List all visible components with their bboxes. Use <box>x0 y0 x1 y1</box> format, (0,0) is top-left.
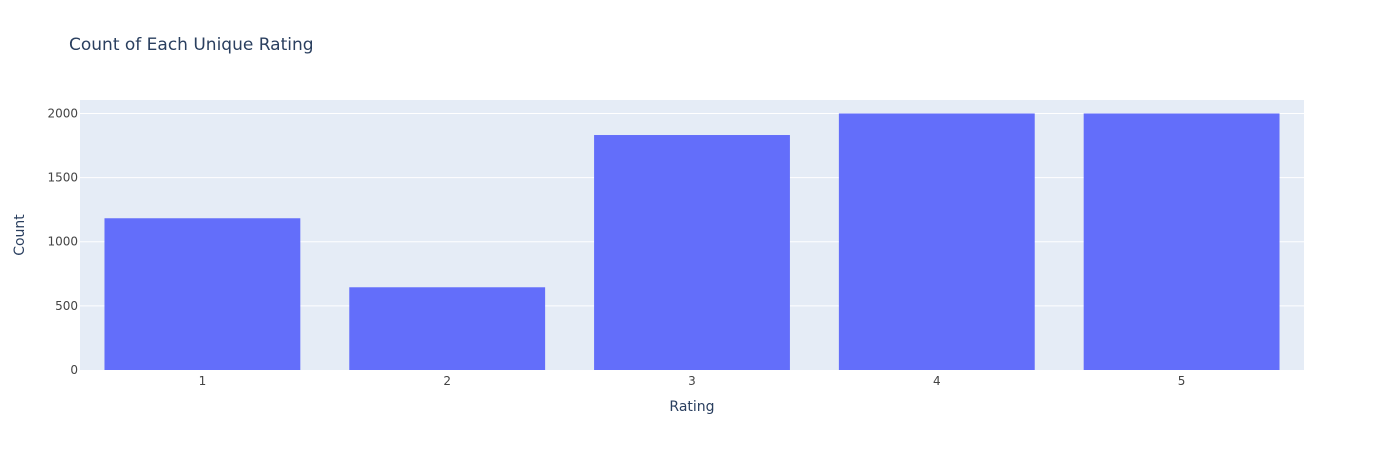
y-tick-label: 500 <box>55 299 78 313</box>
bars <box>104 113 1280 371</box>
bar-rating-4 <box>838 113 1035 371</box>
x-tick-label: 4 <box>933 374 941 388</box>
bar-rating-5 <box>1083 113 1280 371</box>
x-tick-label: 1 <box>199 374 207 388</box>
x-tick-label: 5 <box>1178 374 1186 388</box>
x-tick-label: 2 <box>443 374 451 388</box>
bar-rating-1 <box>104 218 301 370</box>
x-axis-ticks: 1 2 3 4 5 <box>199 374 1186 388</box>
y-tick-label: 2000 <box>47 106 78 120</box>
x-tick-label: 3 <box>688 374 696 388</box>
y-tick-label: 1000 <box>47 235 78 249</box>
y-tick-label: 1500 <box>47 171 78 185</box>
y-axis-ticks: 0 500 1000 1500 2000 <box>47 106 78 377</box>
y-axis-title: Count <box>12 214 28 256</box>
x-axis-title: Rating <box>669 399 714 415</box>
bar-rating-3 <box>594 135 790 370</box>
bar-rating-2 <box>349 287 546 370</box>
chart-title: Count of Each Unique Rating <box>69 35 314 55</box>
y-tick-label: 0 <box>70 363 78 377</box>
